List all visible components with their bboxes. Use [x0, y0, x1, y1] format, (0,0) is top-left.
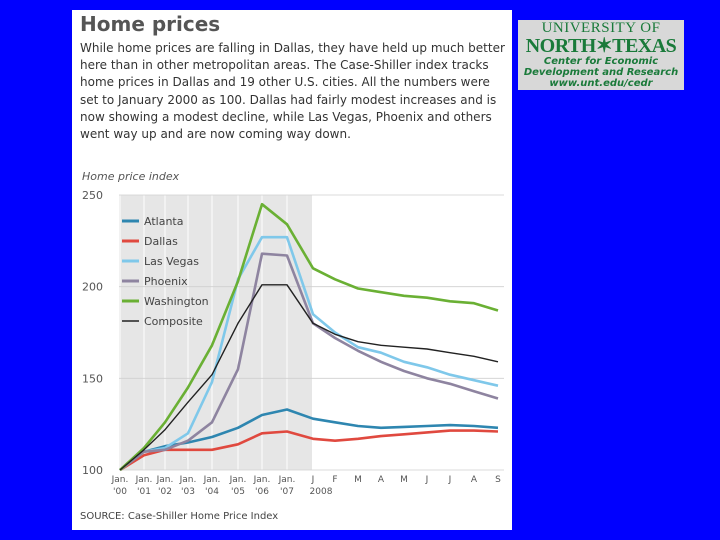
x-tick-label: A	[378, 475, 385, 485]
x-tick-label: Jan.	[203, 475, 221, 485]
legend-label: Atlanta	[144, 215, 183, 228]
series-line-washington	[119, 202, 499, 471]
legend-label: Washington	[144, 295, 209, 308]
series-line-dallas	[119, 429, 499, 472]
chart-title: Home prices	[80, 12, 221, 36]
plot-area-2008	[312, 195, 504, 470]
legend-label: Phoenix	[144, 275, 188, 288]
x-tick-label: '02	[158, 487, 172, 497]
x-tick-label: Jan.	[179, 475, 197, 485]
x-tick-label: Jan.	[135, 475, 153, 485]
x-tick-label: '05	[231, 487, 245, 497]
line-chart: 100 150 200 250 Home price index Jan. '00 Jan. '…	[82, 170, 504, 497]
chart-description: While home prices are falling in Dallas,…	[80, 41, 505, 142]
x-tick-label: '01	[137, 487, 151, 497]
y-tick-label: 200	[82, 281, 103, 294]
plot-shade	[119, 195, 312, 470]
y-tick-label: 100	[82, 464, 103, 477]
x-tick-label: Jan.	[278, 475, 296, 485]
x-tick-label: J	[311, 475, 315, 485]
series-line-las-vegas	[119, 235, 499, 472]
x-tick-label: '00	[113, 487, 127, 497]
x-tick-label: '06	[255, 487, 269, 497]
x-tick-label: '07	[280, 487, 294, 497]
unt-logo: UNIVERSITY OF NORTH✶TEXAS Center for Eco…	[518, 20, 684, 90]
y-axis-label: Home price index	[82, 170, 180, 183]
logo-line-university: UNIVERSITY OF	[541, 20, 661, 36]
logo-line-development: Development and Research	[523, 67, 679, 78]
x-tick-label: M	[400, 475, 408, 485]
x-group-label: 2008	[310, 487, 333, 497]
y-tick-label: 250	[82, 189, 103, 202]
chart-panel: Home prices While home prices are fallin…	[72, 10, 512, 530]
source-note: SOURCE: Case-Shiller Home Price Index	[80, 511, 279, 522]
x-tick-label: F	[332, 475, 337, 485]
logo-line-url: www.unt.edu/cedr	[549, 78, 653, 89]
x-tick-label: '03	[181, 487, 195, 497]
legend-label: Las Vegas	[144, 255, 199, 268]
series-line-composite	[119, 284, 499, 471]
x-tick-label: '04	[205, 487, 219, 497]
x-tick-label: Jan.	[111, 475, 129, 485]
x-tick-label: Jan.	[229, 475, 247, 485]
x-tick-label: A	[471, 475, 478, 485]
x-tick-label: J	[448, 475, 452, 485]
legend-label: Dallas	[144, 235, 178, 248]
x-tick-label: Jan.	[156, 475, 174, 485]
y-tick-label: 150	[82, 372, 103, 385]
x-tick-label: Jan.	[253, 475, 271, 485]
x-tick-label: J	[425, 475, 429, 485]
x-tick-label: S	[495, 475, 501, 485]
logo-line-north-texas: NORTH✶TEXAS	[525, 35, 677, 57]
legend-label: Composite	[144, 315, 203, 328]
logo-line-center: Center for Economic	[543, 56, 659, 67]
x-tick-label: M	[354, 475, 362, 485]
